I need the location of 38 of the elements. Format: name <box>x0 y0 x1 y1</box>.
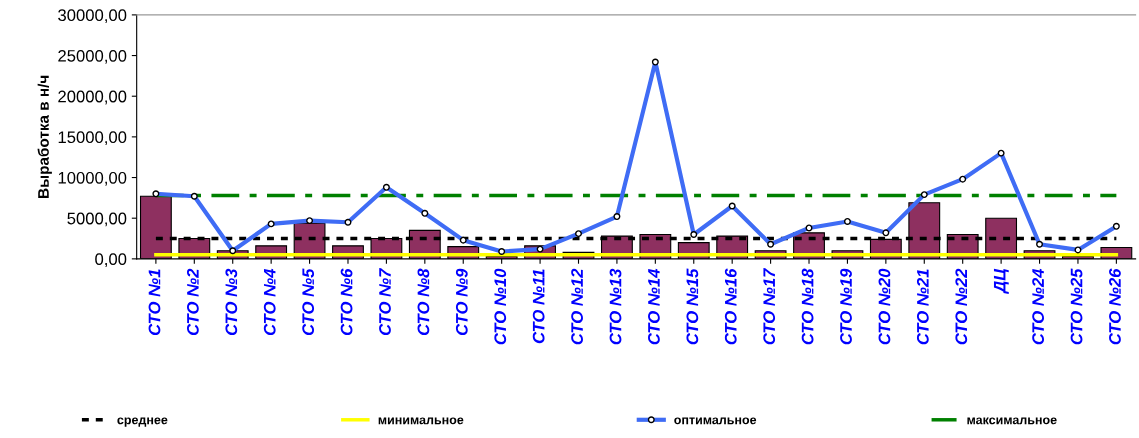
x-tick-label: СТО №14 <box>648 268 660 345</box>
y-tick-label: 0,00 <box>95 253 127 268</box>
x-tick-label: СТО №5 <box>302 268 315 336</box>
x-tick-label: СТО №22 <box>955 268 968 345</box>
x-tick-label: ДЦ <box>993 268 1009 294</box>
x-tick-label: СТО №18 <box>801 268 814 345</box>
legend-label: максимальное <box>967 417 1057 425</box>
x-tick-label: СТО №15 <box>686 268 699 345</box>
x-tick-label: СТО №1 <box>148 269 161 336</box>
x-tick-label: СТО №25 <box>1070 268 1083 345</box>
x-tick-label: СТО №19 <box>840 268 852 345</box>
y-tick-label: 25000,00 <box>58 49 127 64</box>
x-tick-label: СТО №2 <box>186 268 199 336</box>
x-tick-label: СТО №24 <box>1032 268 1045 345</box>
x-tick-label: СТО №26 <box>1109 268 1121 345</box>
x-tick-label: СТО №9 <box>455 268 468 336</box>
x-tick-label: СТО №20 <box>878 268 891 345</box>
legend-label: оптимальное <box>674 417 757 425</box>
x-tick-label: СТО №4 <box>263 268 276 336</box>
x-tick-label: СТО №16 <box>724 268 737 345</box>
y-tick-label: 5000,00 <box>67 212 127 227</box>
x-tick-label: СТО №8 <box>417 268 430 336</box>
x-tick-label: СТО №11 <box>532 269 545 344</box>
x-tick-label: СТО №12 <box>571 268 583 345</box>
legend-label: среднее <box>117 417 168 427</box>
y-tick-label: 30000,00 <box>58 9 127 24</box>
x-tick-label: СТО №13 <box>609 268 622 345</box>
y-tick-label: 15000,00 <box>58 131 127 146</box>
x-tick-label: СТО №10 <box>494 268 507 345</box>
x-tick-label: СТО №21 <box>916 269 929 345</box>
x-tick-label: СТО №6 <box>340 268 353 336</box>
x-tick-label: СТО №7 <box>379 267 391 336</box>
x-tick-label: СТО №17 <box>763 267 776 345</box>
legend-label: минимальное <box>378 417 464 425</box>
y-axis-title: Выработка в н/ч <box>37 75 52 198</box>
y-tick-label: 20000,00 <box>58 90 127 105</box>
x-tick-label: СТО №3 <box>225 268 238 336</box>
y-tick-label: 10000,00 <box>58 171 127 186</box>
